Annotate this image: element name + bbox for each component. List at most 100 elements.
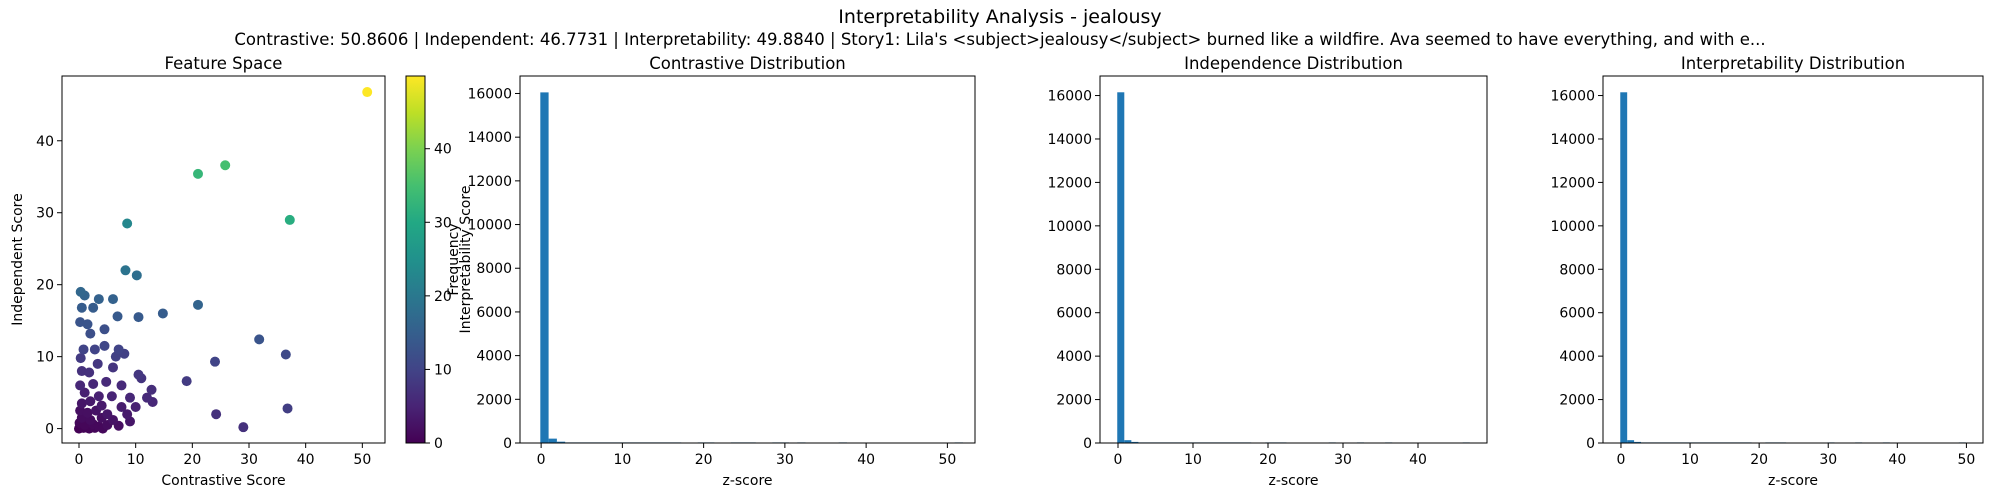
scatter-point [75, 380, 86, 391]
histogram-bar [1620, 92, 1628, 443]
y-tick-label: 16000 [1047, 89, 1092, 105]
scatter-point [254, 334, 265, 345]
scatter-point [75, 353, 86, 364]
scatter-point [84, 367, 95, 378]
x-axis-label: Contrastive Score [161, 473, 285, 489]
y-tick-label: 6000 [1559, 306, 1595, 322]
scatter-point [85, 396, 96, 407]
x-tick-label: 20 [1750, 452, 1768, 468]
axes-title: Feature Space [165, 54, 283, 73]
scatter-point [238, 422, 249, 433]
x-tick-label: 10 [1184, 452, 1202, 468]
histogram-bar [1124, 440, 1132, 443]
y-tick-label: 8000 [476, 261, 512, 277]
y-tick-label: 4000 [1056, 349, 1092, 365]
scatter-point [122, 218, 133, 229]
x-tick-label: 0 [1114, 452, 1123, 468]
y-tick-label: 10000 [467, 218, 512, 234]
y-tick-label: 40 [36, 134, 54, 150]
x-tick-label: 40 [297, 452, 315, 468]
histogram-bar [1117, 92, 1125, 443]
y-tick-label: 0 [1083, 436, 1092, 452]
x-tick-label: 10 [1681, 452, 1699, 468]
histogram-bar [1634, 441, 1641, 443]
colorbar-gradient [405, 75, 426, 444]
x-tick-label: 40 [857, 452, 875, 468]
x-tick-label: 20 [695, 452, 713, 468]
scatter-point [116, 380, 127, 391]
scatter-point [120, 265, 131, 276]
y-tick-label: 14000 [467, 130, 512, 146]
x-axis-label: z-score [1268, 473, 1318, 489]
x-tick-label: 10 [127, 452, 145, 468]
axes-title: Independence Distribution [1184, 54, 1403, 73]
scatter-point [142, 392, 152, 403]
y-tick-label: 14000 [1047, 132, 1092, 148]
colorbar-tick-label: 20 [434, 289, 452, 305]
x-tick-label: 30 [1819, 452, 1837, 468]
histogram-bar [540, 92, 549, 444]
scatter-point [284, 214, 295, 225]
interpretability-distribution-panel: 0 10 20 30 40 50 0 2000 4000 6000 8000 10000 12000 14… [1550, 54, 1984, 489]
scatter-point [82, 319, 93, 330]
colorbar-label: Interpretability Score [458, 186, 474, 334]
x-tick-label: 50 [353, 452, 371, 468]
y-tick-label: 0 [45, 422, 54, 438]
scatter-point [99, 340, 110, 351]
y-tick-label: 14000 [1550, 132, 1595, 148]
colorbar: 0 10 20 30 40 Interpretability Score [405, 75, 474, 452]
x-axis-label: z-score [1768, 473, 1818, 489]
x-tick-label: 0 [1617, 452, 1626, 468]
scatter-point [133, 369, 144, 380]
x-tick-label: 50 [938, 452, 956, 468]
y-tick-label: 2000 [1559, 393, 1595, 409]
axes-frame [519, 75, 976, 444]
axes-frame [1099, 75, 1488, 444]
y-tick-label: 8000 [1056, 262, 1092, 278]
axes-frame [61, 75, 386, 444]
scatter-point [108, 294, 118, 305]
scatter-point [210, 356, 220, 367]
scatter-point [101, 376, 112, 387]
scatter-point [89, 344, 100, 355]
y-tick-label: 12000 [1047, 175, 1092, 191]
scatter-point [130, 402, 141, 413]
scatter-point [93, 391, 104, 402]
x-tick-label: 30 [1334, 452, 1352, 468]
x-tick-label: 10 [613, 452, 631, 468]
x-tick-label: 40 [1888, 452, 1906, 468]
x-axis-label: z-score [722, 473, 772, 489]
x-tick-label: 30 [776, 452, 794, 468]
y-tick-label: 10 [36, 350, 54, 366]
x-tick-label: 20 [1259, 452, 1277, 468]
colorbar-tick-label: 10 [434, 362, 452, 378]
scatter-point [116, 402, 127, 413]
y-tick-label: 2000 [476, 392, 512, 408]
scatter-point [102, 409, 113, 420]
x-tick-label: 20 [183, 452, 201, 468]
y-tick-label: 8000 [1559, 262, 1595, 278]
scatter-point [92, 358, 103, 369]
scatter-point [282, 403, 293, 414]
colorbar-tick-label: 30 [434, 215, 452, 231]
scatter-point [131, 270, 142, 281]
x-tick-label: 40 [1409, 452, 1427, 468]
y-tick-label: 12000 [467, 174, 512, 190]
scatter-point [112, 311, 123, 322]
contrastive-distribution-panel: 0 10 20 30 40 50 0 2000 4000 6000 8000 10000 12000 14… [446, 54, 976, 489]
scatter-point [76, 398, 87, 409]
figure-title: Interpretability Analysis - jealousy [838, 6, 1162, 28]
axes-title: Contrastive Distribution [649, 54, 846, 73]
scatter-point [122, 409, 133, 420]
scatter-point [108, 362, 118, 373]
colorbar-tick-label: 0 [434, 436, 443, 452]
y-tick-label: 10000 [1047, 219, 1092, 235]
y-tick-label: 30 [36, 206, 54, 222]
x-tick-label: 0 [537, 452, 546, 468]
y-axis-label: Frequency [446, 223, 462, 295]
scatter-point [106, 391, 117, 402]
x-tick-label: 30 [240, 452, 258, 468]
histogram-bar [1131, 441, 1139, 443]
y-tick-label: 16000 [467, 86, 512, 102]
y-tick-label: 20 [36, 278, 54, 294]
